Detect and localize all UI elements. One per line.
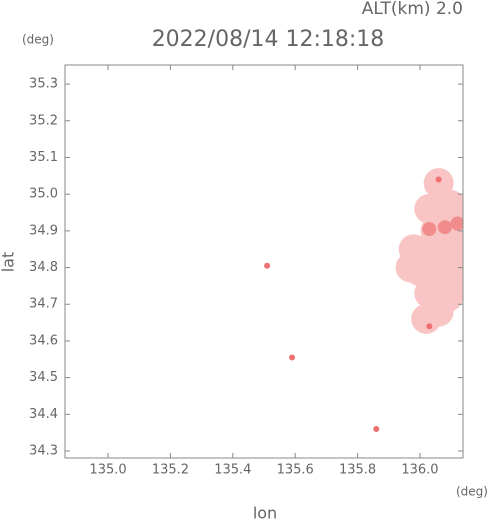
y-tick-label: 34.3 [29, 444, 58, 459]
echo-point [411, 303, 442, 334]
y-tick-label: 35.0 [29, 187, 58, 202]
y-tick-label: 34.8 [29, 260, 58, 275]
y-unit: (deg) [22, 33, 54, 47]
chart-title: 2022/08/14 12:18:18 [152, 27, 385, 52]
subtitle: ALT(km) 2.0 [362, 0, 463, 19]
echo-point [450, 216, 463, 231]
x-axis-label: lon [253, 504, 277, 522]
y-tick-label: 35.1 [29, 150, 58, 165]
y-tick-label: 35.3 [29, 77, 58, 92]
echo-point [289, 354, 296, 361]
x-tick-label: 135.6 [277, 463, 314, 478]
echo-point [426, 323, 433, 330]
y-tick-label: 34.6 [29, 333, 58, 348]
x-tick-label: 136.0 [401, 463, 438, 478]
y-axis-label: lat [0, 252, 18, 273]
x-tick-label: 135.0 [89, 463, 126, 478]
x-tick-label: 135.4 [214, 463, 251, 478]
echo-point [395, 252, 426, 283]
x-unit: (deg) [456, 485, 488, 499]
y-tick-label: 34.7 [29, 297, 58, 312]
echo-point [423, 168, 454, 199]
y-tick-label: 35.2 [29, 113, 58, 128]
plot-frame [64, 64, 464, 459]
echo-point [442, 270, 463, 301]
plot-area [264, 168, 463, 433]
echo-point [422, 222, 437, 237]
echo-point [264, 262, 271, 269]
echo-point [435, 176, 442, 183]
x-tick-label: 135.8 [339, 463, 376, 478]
echo-point [437, 220, 452, 235]
y-tick-label: 34.5 [29, 370, 58, 385]
y-tick-label: 34.4 [29, 407, 58, 422]
echo-point [373, 426, 380, 433]
x-tick-label: 135.2 [152, 463, 189, 478]
y-tick-label: 34.9 [29, 223, 58, 238]
